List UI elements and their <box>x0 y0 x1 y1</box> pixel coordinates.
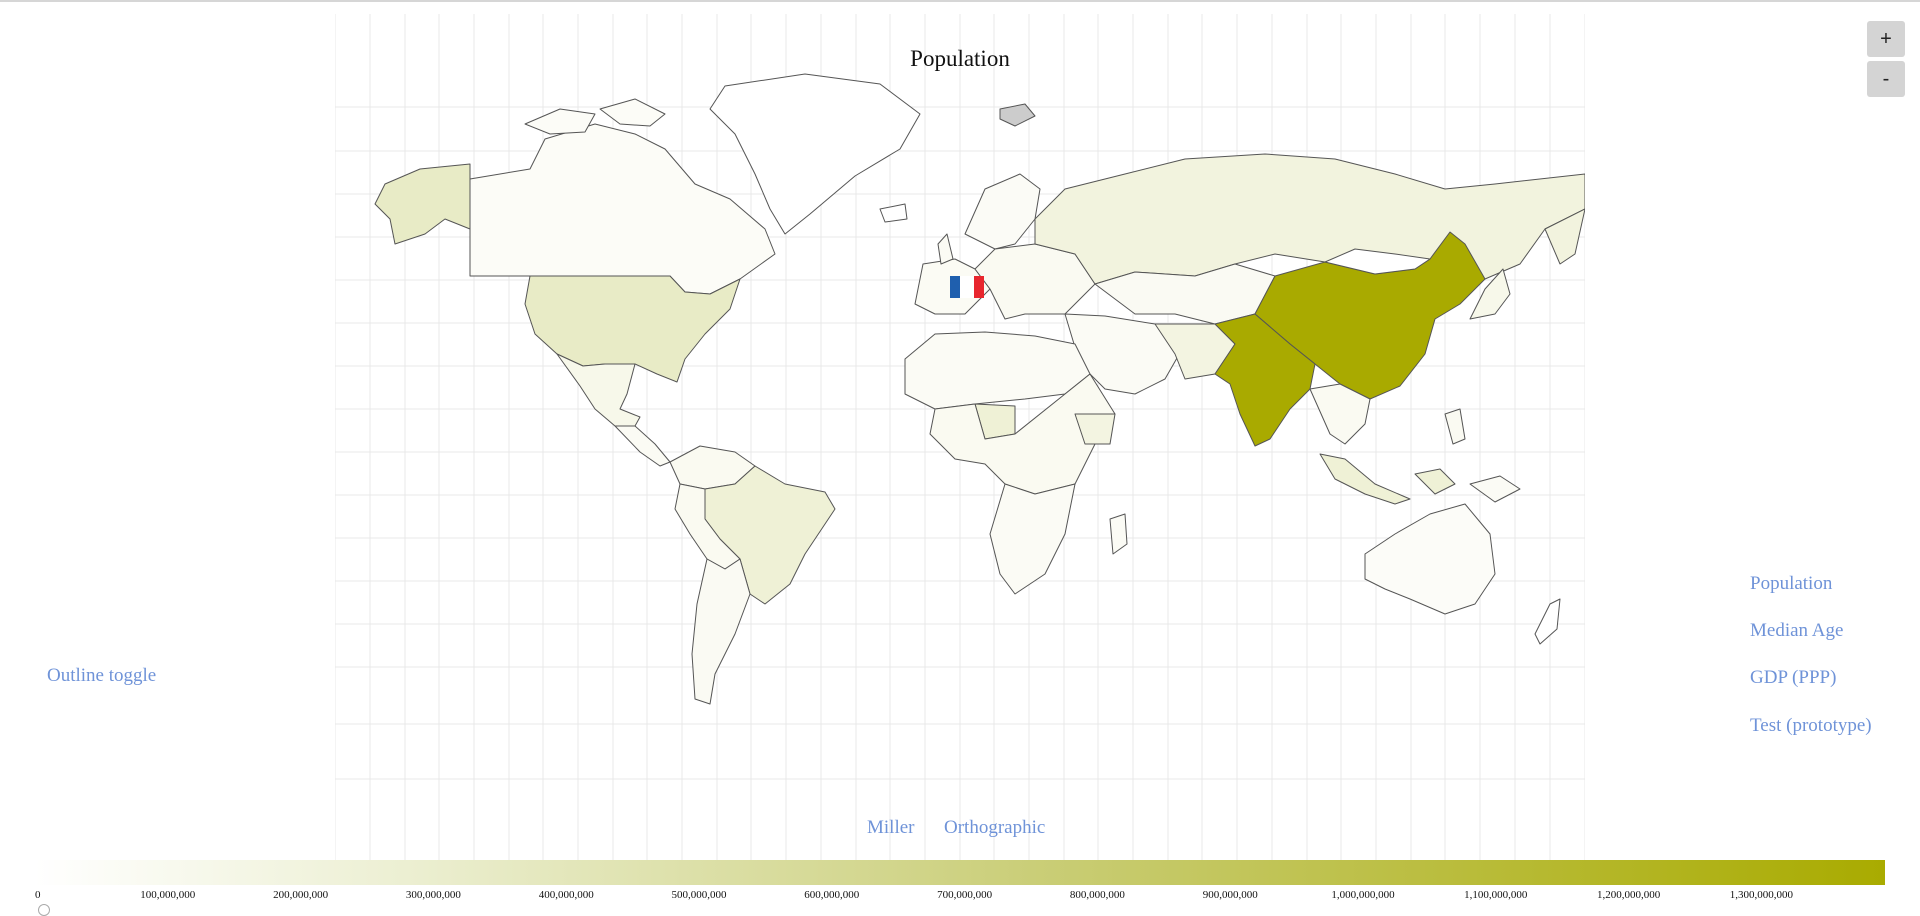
legend-color-scale <box>35 860 1885 885</box>
outline-toggle-link[interactable]: Outline toggle <box>47 665 157 686</box>
france-flag-icon[interactable] <box>950 276 984 298</box>
world-map[interactable] <box>335 14 1585 860</box>
projection-orthographic-link[interactable]: Orthographic <box>944 817 1046 838</box>
country-india <box>1214 313 1316 447</box>
projection-miller-link[interactable]: Miller <box>867 817 915 838</box>
country-southeast-asia <box>1309 383 1371 445</box>
country-iceland <box>879 203 908 223</box>
legend-tick-label: 800,000,000 <box>1069 889 1125 901</box>
country-uk <box>937 233 954 265</box>
country-usa <box>524 275 741 383</box>
zoom-in-button[interactable]: + <box>1867 21 1905 57</box>
country-russia <box>1034 153 1585 285</box>
country-central-america <box>614 425 671 467</box>
legend-tick-label: 300,000,000 <box>405 889 461 901</box>
legend-tick-label: 0 <box>35 889 41 901</box>
legend-tick-label: 500,000,000 <box>671 889 727 901</box>
legend-tick-label: 700,000,000 <box>937 889 993 901</box>
country-australia <box>1364 503 1496 615</box>
country-new-zealand <box>1534 598 1561 645</box>
country-usa-alaska <box>374 163 471 245</box>
country-philippines <box>1444 408 1466 445</box>
country-southern-africa <box>989 483 1076 595</box>
country-argentina-chile <box>691 558 751 705</box>
country-greenland <box>709 73 921 235</box>
dataset-gdp-ppp-link[interactable]: GDP (PPP) <box>1750 667 1837 688</box>
map-title: Population <box>910 46 1010 71</box>
legend-tick-label: 1,300,000,000 <box>1729 889 1794 901</box>
legend-tick-label: 600,000,000 <box>804 889 860 901</box>
country-mexico <box>556 353 641 427</box>
legend-tick-label: 1,100,000,000 <box>1464 889 1528 901</box>
zoom-out-button[interactable]: - <box>1867 61 1905 97</box>
country-far-east-russia <box>1544 208 1585 265</box>
legend-tick-label: 200,000,000 <box>273 889 329 901</box>
countries[interactable] <box>374 73 1585 705</box>
country-canada-islands <box>524 98 666 135</box>
dataset-population-link[interactable]: Population <box>1750 573 1833 594</box>
corner-indicator-icon <box>38 904 50 916</box>
country-madagascar <box>1109 513 1128 555</box>
legend-tick-label: 1,200,000,000 <box>1596 889 1661 901</box>
country-mongolia <box>1324 248 1431 275</box>
dataset-median-age-link[interactable]: Median Age <box>1750 620 1844 641</box>
legend-tick-label: 400,000,000 <box>538 889 594 901</box>
legend-tick-label: 100,000,000 <box>140 889 196 901</box>
country-svalbard <box>999 103 1036 127</box>
country-canada <box>469 123 776 295</box>
country-indonesia <box>1319 453 1456 505</box>
dataset-test-prototype-link[interactable]: Test (prototype) <box>1750 715 1872 736</box>
country-papua <box>1469 475 1521 503</box>
legend-tick-label: 900,000,000 <box>1202 889 1258 901</box>
country-japan <box>1469 268 1511 320</box>
top-border <box>0 0 1920 2</box>
country-ethiopia <box>1074 413 1116 445</box>
legend-tick-label: 1,000,000,000 <box>1331 889 1395 901</box>
